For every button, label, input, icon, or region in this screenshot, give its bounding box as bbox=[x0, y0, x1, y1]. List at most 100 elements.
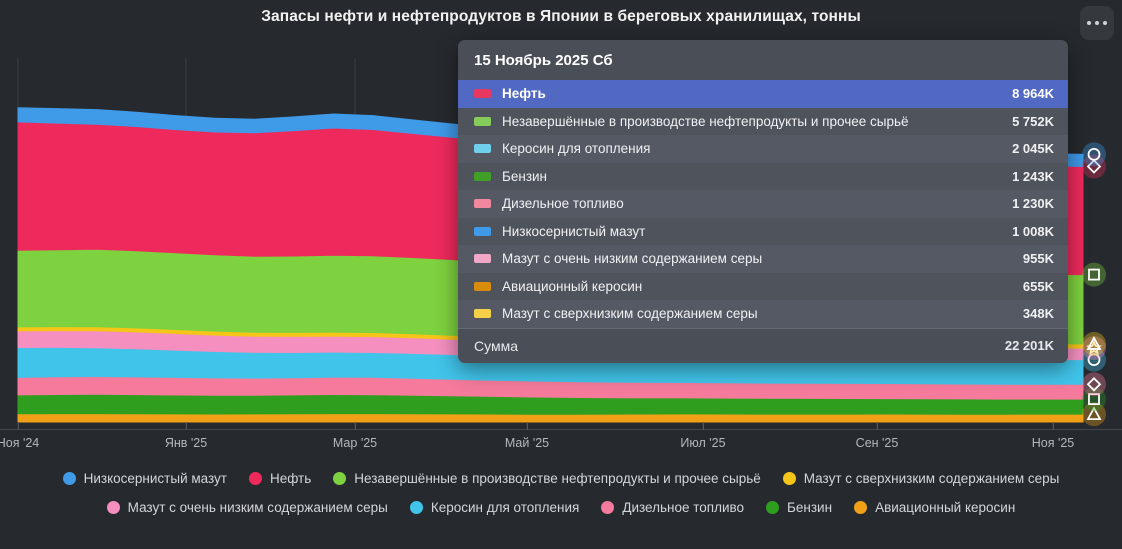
series-marker[interactable] bbox=[1082, 387, 1106, 412]
x-axis-tickmark bbox=[18, 422, 19, 430]
x-axis: Ноя '24 Янв '25 Мар '25 Май '25 Июл '25 Сен '… bbox=[0, 422, 1122, 464]
tooltip-rows: Нефть 8 964K Незавершённые в производстве … bbox=[458, 80, 1068, 328]
area-band[interactable] bbox=[17, 413, 1084, 423]
legend-item-label: Мазут с очень низким содержанием серы bbox=[127, 500, 388, 515]
series-color-swatch bbox=[474, 226, 491, 236]
series-marker[interactable] bbox=[1082, 372, 1106, 397]
x-axis-tick-label: Мар '25 bbox=[332, 436, 378, 450]
legend-item-label: Незавершённые в производстве нефтепродук… bbox=[354, 471, 761, 486]
tooltip-series-name: Нефть bbox=[502, 86, 546, 102]
legend-item-label: Авиационный керосин bbox=[875, 500, 1016, 515]
chart-legend[interactable]: Низкосернистый мазут Нефть Незавершённые в… bbox=[0, 466, 1122, 520]
tooltip-series-value: 5 752K bbox=[1012, 113, 1054, 129]
tooltip-total-value: 22 201K bbox=[1004, 338, 1054, 353]
series-color-swatch bbox=[474, 144, 491, 154]
series-marker[interactable] bbox=[1082, 262, 1106, 287]
legend-item-label: Нефть bbox=[269, 471, 312, 486]
tooltip-row: Мазут с сверхнизким содержанием серы 348K bbox=[458, 300, 1068, 328]
x-axis-tickmark bbox=[1053, 422, 1054, 430]
tooltip-divider bbox=[458, 327, 1068, 329]
legend-color-dot bbox=[782, 472, 796, 485]
tooltip-series-name: Низкосернистый мазут bbox=[502, 223, 646, 239]
series-marker[interactable] bbox=[1082, 402, 1106, 427]
tooltip-series-value: 8 964K bbox=[1012, 86, 1054, 102]
series-color-swatch bbox=[474, 281, 491, 291]
legend-item[interactable]: Бензин bbox=[766, 495, 832, 520]
tooltip-row: Нефть 8 964K bbox=[458, 80, 1068, 108]
x-axis-tickmark bbox=[703, 422, 704, 430]
legend-color-dot bbox=[333, 472, 347, 485]
tooltip-series-value: 348K bbox=[1022, 306, 1054, 322]
legend-color-dot bbox=[854, 501, 868, 514]
tooltip-row: Незавершённые в производстве нефтепродук… bbox=[458, 107, 1068, 135]
legend-item[interactable]: Мазут с сверхнизким содержанием серы bbox=[782, 466, 1060, 491]
tooltip-row: Бензин 1 243K bbox=[458, 162, 1068, 190]
tooltip-series-value: 655K bbox=[1022, 278, 1054, 294]
legend-item-label: Мазут с сверхнизким содержанием серы bbox=[803, 471, 1060, 486]
legend-item[interactable]: Мазут с очень низким содержанием серы bbox=[106, 495, 388, 520]
tooltip-total-label: Сумма bbox=[474, 337, 518, 354]
tooltip-series-value: 1 243K bbox=[1012, 168, 1054, 184]
x-axis-tickmark bbox=[186, 422, 187, 430]
x-axis-tick-label: Июл '25 bbox=[680, 436, 726, 450]
series-color-swatch bbox=[474, 309, 491, 319]
legend-item-label: Низкосернистый мазут bbox=[83, 471, 227, 486]
legend-item[interactable]: Нефть bbox=[248, 466, 312, 491]
legend-item[interactable]: Низкосернистый мазут bbox=[62, 466, 227, 491]
tooltip-series-name: Авиационный керосин bbox=[502, 278, 643, 294]
series-marker[interactable] bbox=[1082, 331, 1106, 356]
tooltip-row: Низкосернистый мазут 1 008K bbox=[458, 217, 1068, 245]
legend-color-dot bbox=[106, 501, 120, 514]
tooltip-series-value: 955K bbox=[1022, 251, 1054, 267]
x-axis-tick-label: Май '25 bbox=[504, 436, 550, 450]
tooltip-row: Керосин для отопления 2 045K bbox=[458, 135, 1068, 163]
tooltip-row: Авиационный керосин 655K bbox=[458, 272, 1068, 300]
dot-icon bbox=[1103, 21, 1107, 25]
more-options-button[interactable] bbox=[1080, 6, 1114, 40]
chart-tooltip: 15 Ноябрь 2025 Сб Нефть 8 964K Незавершённ… bbox=[458, 40, 1068, 363]
dot-icon bbox=[1095, 21, 1099, 25]
series-end-markers bbox=[1082, 142, 1106, 427]
legend-color-dot bbox=[409, 501, 423, 514]
tooltip-series-name: Незавершённые в производстве нефтепродук… bbox=[502, 113, 909, 129]
x-axis-tickmark bbox=[355, 422, 356, 430]
x-axis-tick-label: Сен '25 bbox=[855, 436, 899, 450]
tooltip-series-name: Мазут с очень низким содержанием серы bbox=[502, 251, 763, 267]
legend-item[interactable]: Дизельное топливо bbox=[601, 495, 744, 520]
tooltip-total-row: Сумма 22 201K bbox=[458, 328, 1068, 363]
legend-color-dot bbox=[62, 472, 76, 485]
tooltip-series-name: Бензин bbox=[502, 168, 548, 184]
tooltip-series-value: 1 008K bbox=[1012, 223, 1054, 239]
legend-item[interactable]: Незавершённые в производстве нефтепродук… bbox=[333, 466, 761, 491]
x-axis-tickmark bbox=[877, 422, 878, 430]
tooltip-series-value: 2 045K bbox=[1012, 141, 1054, 157]
tooltip-series-name: Керосин для отопления bbox=[502, 141, 651, 157]
tooltip-series-name: Мазут с сверхнизким содержанием серы bbox=[502, 306, 758, 322]
legend-item[interactable]: Авиационный керосин bbox=[854, 495, 1015, 520]
legend-item-label: Бензин bbox=[787, 500, 833, 515]
legend-item[interactable]: Керосин для отопления bbox=[409, 495, 580, 520]
legend-color-dot bbox=[601, 501, 615, 514]
series-color-swatch bbox=[474, 199, 491, 209]
series-color-swatch bbox=[474, 89, 491, 99]
legend-item-label: Керосин для отопления bbox=[430, 500, 580, 515]
legend-color-dot bbox=[766, 501, 780, 514]
x-axis-tick-label: Ноя '24 bbox=[0, 436, 40, 450]
series-marker[interactable] bbox=[1082, 347, 1106, 372]
legend-color-dot bbox=[248, 472, 262, 485]
tooltip-row: Мазут с очень низким содержанием серы 955… bbox=[458, 245, 1068, 273]
tooltip-series-value: 1 230K bbox=[1012, 196, 1054, 212]
legend-item-label: Дизельное топливо bbox=[622, 500, 745, 515]
x-axis-tick-label: Ноя '25 bbox=[1031, 436, 1075, 450]
series-color-swatch bbox=[474, 171, 491, 181]
tooltip-series-name: Дизельное топливо bbox=[502, 196, 624, 212]
page-title: Запасы нефти и нефтепродуктов в Японии в… bbox=[261, 8, 861, 25]
series-marker[interactable] bbox=[1082, 154, 1106, 179]
x-axis-tick-label: Янв '25 bbox=[164, 436, 208, 450]
series-marker[interactable] bbox=[1082, 142, 1106, 167]
tooltip-row: Дизельное топливо 1 230K bbox=[458, 190, 1068, 218]
tooltip-date: 15 Ноябрь 2025 Сб bbox=[458, 40, 1068, 80]
series-color-swatch bbox=[474, 254, 491, 264]
dot-icon bbox=[1087, 21, 1091, 25]
